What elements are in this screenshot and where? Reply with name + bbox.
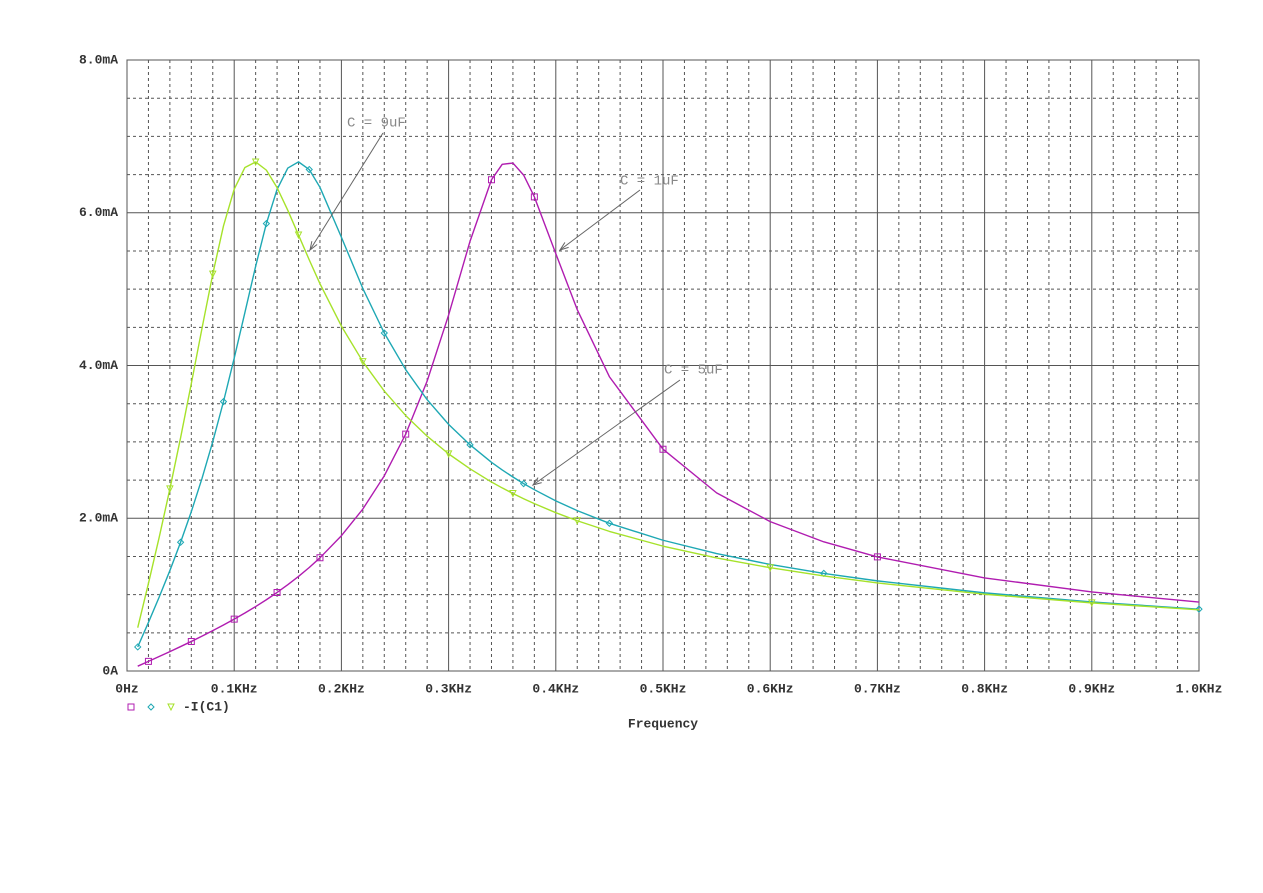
arrow-head xyxy=(531,477,542,486)
legend-marker xyxy=(167,703,175,712)
annotation: C = 5uF xyxy=(664,363,723,379)
data-point xyxy=(380,329,388,337)
data-point xyxy=(519,479,528,488)
data-point xyxy=(466,441,474,449)
x-tick-label: 0.2KHz xyxy=(318,681,365,696)
legend-marker xyxy=(127,703,135,711)
x-tick-label: 0.8KHz xyxy=(961,681,1008,696)
data-point xyxy=(359,358,367,366)
data-point xyxy=(873,553,881,561)
x-tick-label: 0.7KHz xyxy=(854,681,901,696)
data-point xyxy=(262,219,271,228)
data-point xyxy=(294,231,303,240)
y-tick-label: 0A xyxy=(102,663,118,678)
series-line xyxy=(137,161,1200,648)
annotation-arrow xyxy=(559,189,641,251)
x-tick-label: 0Hz xyxy=(115,681,138,696)
data-point xyxy=(659,445,667,453)
arrow-head xyxy=(558,242,569,251)
y-tick-label: 2.0mA xyxy=(79,511,118,526)
data-point xyxy=(144,657,152,665)
data-point xyxy=(509,490,517,498)
legend-marker xyxy=(147,703,155,711)
data-point xyxy=(1195,605,1203,613)
series-line xyxy=(137,162,1200,667)
x-tick-label: 0.5KHz xyxy=(640,681,687,696)
data-point xyxy=(305,165,313,174)
data-point xyxy=(187,637,195,645)
data-point xyxy=(605,519,614,527)
series-line xyxy=(137,161,1200,628)
data-point xyxy=(273,588,281,596)
x-tick-label: 1.0KHz xyxy=(1176,681,1223,696)
data-point xyxy=(1087,599,1096,607)
grid xyxy=(126,59,1200,672)
data-point xyxy=(134,643,142,651)
data-point xyxy=(530,193,538,201)
annotation: C = 9uF xyxy=(347,116,406,132)
data-point xyxy=(444,450,453,458)
legend-label: -I(C1) xyxy=(183,699,230,714)
y-tick-label: 6.0mA xyxy=(79,205,118,220)
x-tick-label: 0.6KHz xyxy=(747,681,794,696)
x-tick-label: 0.1KHz xyxy=(211,681,258,696)
annotation-arrow xyxy=(309,132,384,251)
data-point xyxy=(573,517,582,525)
data-point xyxy=(316,554,324,562)
data-point xyxy=(402,430,410,438)
x-tick-label: 0.4KHz xyxy=(532,681,579,696)
x-tick-label: 0.3KHz xyxy=(425,681,472,696)
arrow-head xyxy=(309,241,318,252)
x-tick-label: 0.9KHz xyxy=(1068,681,1115,696)
x-axis-label: Frequency xyxy=(628,716,698,731)
data-point xyxy=(487,176,495,184)
data-point xyxy=(166,485,174,494)
annotation-arrow xyxy=(532,379,681,486)
data-point xyxy=(230,615,238,623)
data-point xyxy=(176,538,185,546)
y-tick-label: 4.0mA xyxy=(79,358,118,373)
data-point xyxy=(219,397,228,406)
y-tick-label: 8.0mA xyxy=(79,52,118,67)
data-point xyxy=(251,158,260,167)
data-point xyxy=(208,270,217,279)
annotation: C = 1uF xyxy=(620,174,679,190)
data-point xyxy=(766,564,775,572)
